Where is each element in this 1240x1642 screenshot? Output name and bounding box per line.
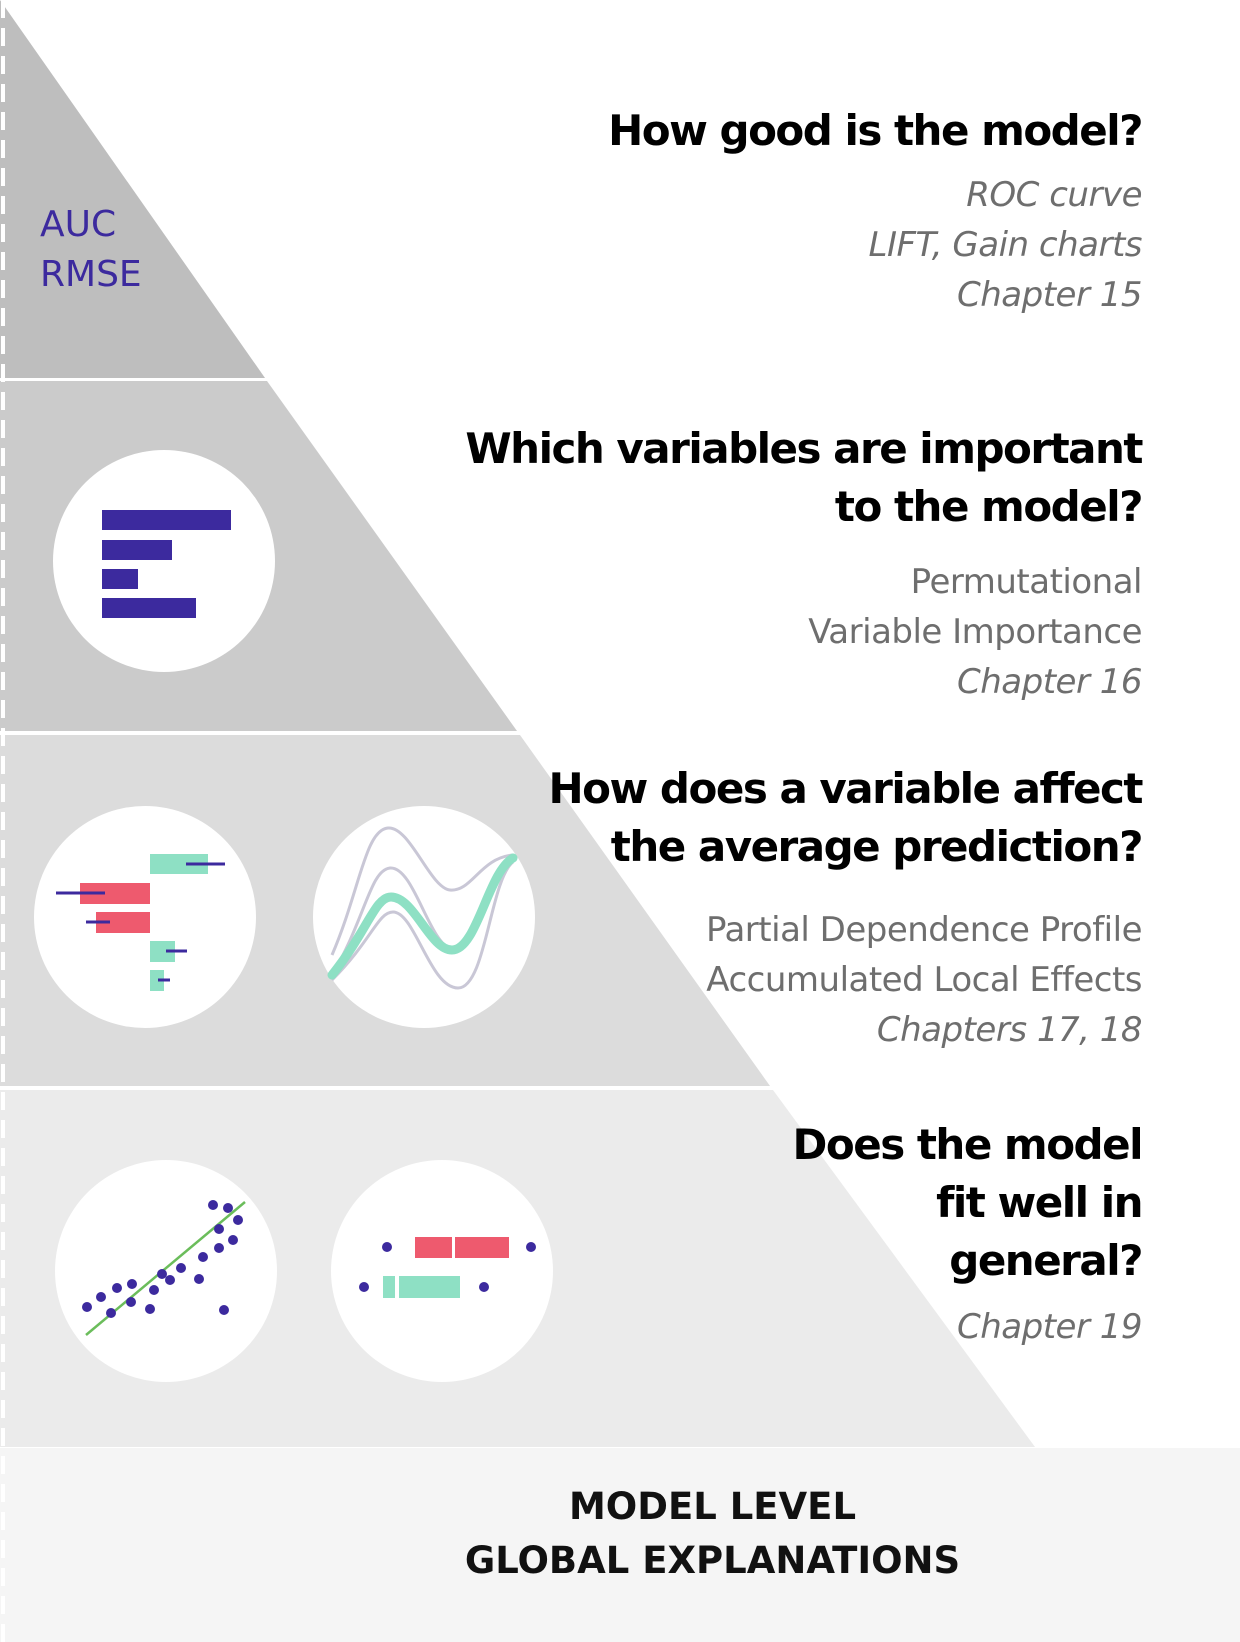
level-3-question: How does a variable affect the average p… [548, 764, 1143, 871]
footer-label: MODEL LEVEL GLOBAL EXPLANATIONS [0, 1480, 1240, 1588]
variable-importance-icon [53, 450, 275, 672]
breakdown-bars-icon [34, 806, 256, 1028]
level-1-method-1: ROC curve [966, 175, 1142, 215]
level-3-method-2: Accumulated Local Effects [706, 960, 1142, 1000]
footer-line-2: GLOBAL EXPLANATIONS [464, 1539, 961, 1582]
level-1-methods: ROC curve LIFT, Gain charts Chapter 15 [868, 170, 1143, 320]
footer-line-1: MODEL LEVEL [568, 1485, 857, 1528]
pyramid-base [0, 1448, 1240, 1642]
pyramid-tier-1 [0, 0, 265, 378]
level-2-method-1: Permutational [910, 562, 1143, 602]
metric-list: AUC RMSE [40, 200, 142, 300]
level-2-question: Which variables are important to the mod… [465, 424, 1143, 531]
level-2-method-2: Variable Importance [808, 612, 1142, 652]
metric-auc: AUC [40, 204, 117, 245]
level-3-method-1: Partial Dependence Profile [706, 910, 1143, 950]
level-1-question: How good is the model? [608, 106, 1143, 155]
level-3-chapter: Chapters 17, 18 [876, 1010, 1143, 1050]
level-1-chapter: Chapter 15 [956, 275, 1143, 315]
level-3-methods: Partial Dependence Profile Accumulated L… [706, 905, 1143, 1055]
level-4-chapter: Chapter 19 [956, 1307, 1143, 1347]
level-2-chapter: Chapter 16 [956, 662, 1143, 702]
level-4-question: Does the model fit well in general? [792, 1120, 1144, 1285]
level-2-methods: Permutational Variable Importance Chapte… [808, 557, 1142, 707]
profile-curves-icon [313, 806, 535, 1028]
scatter-fit-icon [55, 1160, 277, 1382]
level-4-methods: Chapter 19 [956, 1302, 1143, 1352]
level-1-method-2: LIFT, Gain charts [868, 225, 1143, 265]
metric-rmse: RMSE [40, 254, 142, 295]
residual-boxplot-icon [331, 1160, 553, 1382]
